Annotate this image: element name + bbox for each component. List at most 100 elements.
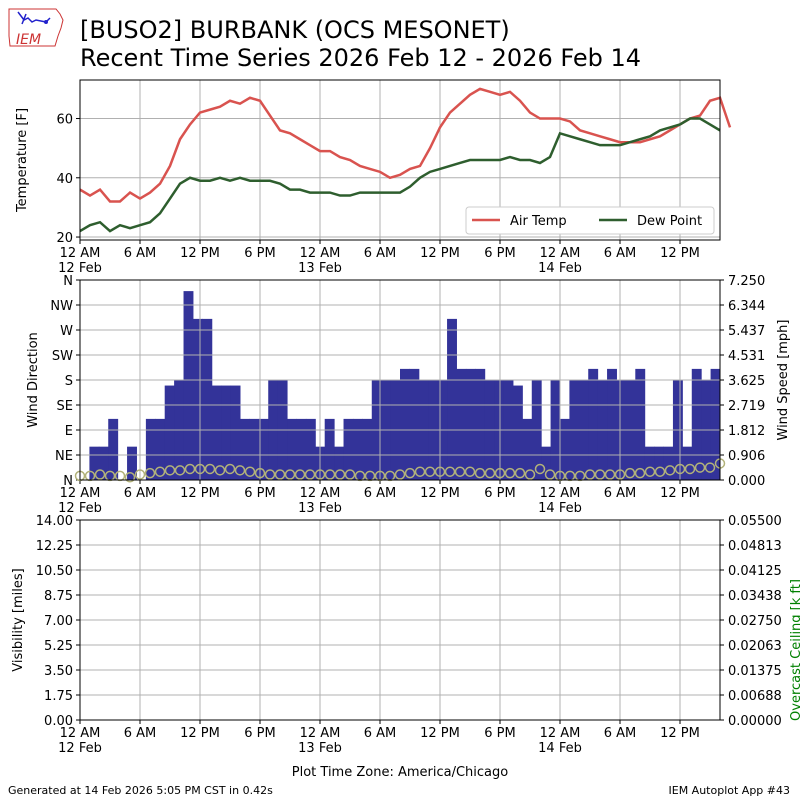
wind-speed-point	[444, 466, 456, 477]
wind-direction-bar	[475, 368, 486, 480]
y2-tick-label: 0.04813	[728, 539, 782, 554]
wind-speed-point	[284, 469, 296, 480]
x-tick-label: 13 Feb	[298, 261, 342, 276]
wind-direction-bar	[456, 368, 467, 480]
wind-speed-point	[344, 469, 356, 480]
plot-frame	[79, 279, 721, 481]
wind-speed-point	[234, 465, 246, 476]
y2-tick-label: 0.03438	[728, 589, 782, 604]
wind-speed-point	[514, 467, 526, 479]
y2-tick-label: 0.05500	[728, 514, 782, 529]
app-credit: IEM Autoplot App #43	[668, 784, 791, 797]
y-tick-label: 40	[56, 172, 73, 187]
x-tick-label: 6 PM	[244, 246, 275, 261]
wind-direction-bar	[334, 446, 345, 480]
wind-speed-point	[404, 467, 416, 479]
wind-direction-bar	[409, 368, 420, 480]
iem-logo[interactable]: IEM	[6, 6, 66, 50]
x-tick-label: 12 Feb	[58, 741, 102, 756]
x-tick-label: 14 Feb	[538, 501, 582, 516]
wind-speed-point	[334, 469, 346, 480]
wind-speed-point	[124, 471, 136, 483]
wind-direction-bar	[192, 318, 203, 480]
y2-tick-label: 0.00000	[728, 714, 782, 729]
y2-tick-label: 7.250	[728, 274, 765, 289]
x-tick-label: 12 AM	[300, 726, 341, 741]
x-tick-label: 12 Feb	[58, 501, 102, 516]
x-tick-label: 12 AM	[300, 246, 341, 261]
y2-axis-label: Wind Speed [mph]	[776, 320, 791, 441]
x-tick-label: 6 AM	[124, 726, 157, 741]
x-tick-label: 6 AM	[364, 486, 397, 501]
wind-speed-point	[314, 469, 326, 480]
wind-speed-point	[594, 469, 606, 480]
wind-speed-point	[644, 466, 656, 477]
wind-speed-point	[254, 467, 266, 479]
wind-direction-bar	[324, 418, 335, 480]
x-tick-label: 14 Feb	[538, 261, 582, 276]
wind-speed-point	[434, 466, 446, 477]
wind-speed-point	[204, 463, 216, 475]
y-tick-label: 60	[56, 113, 73, 128]
y2-tick-label: 0.02750	[728, 614, 782, 629]
y-axis-label: Wind Direction	[26, 332, 41, 428]
plot-frame	[79, 519, 721, 721]
y-tick-label: 3.50	[44, 664, 73, 679]
legend-label: Dew Point	[637, 214, 702, 229]
wind-direction-bar	[287, 418, 297, 480]
chart-title-line2: Recent Time Series 2026 Feb 12 - 2026 Fe…	[80, 44, 642, 72]
wind-speed-point	[484, 467, 496, 479]
y2-tick-label: 0.01375	[728, 664, 782, 679]
x-tick-label: 6 AM	[604, 486, 637, 501]
x-tick-label: 12 AM	[60, 246, 101, 261]
x-tick-label: 13 Feb	[298, 741, 342, 756]
x-tick-label: 6 AM	[604, 246, 637, 261]
logo-text: IEM	[16, 32, 41, 48]
x-tick-label: 6 AM	[364, 726, 397, 741]
x-tick-label: 12 AM	[60, 486, 101, 501]
wind-speed-point	[154, 466, 166, 477]
wind-speed-point	[424, 466, 436, 477]
y-tick-label: 7.00	[44, 614, 73, 629]
y-tick-label: E	[65, 424, 73, 439]
wind-direction-bar	[635, 368, 646, 480]
wind-direction-bar	[202, 318, 213, 480]
wind-direction-bar	[352, 418, 363, 480]
x-tick-label: 6 AM	[364, 246, 397, 261]
y-tick-label: SW	[52, 349, 73, 364]
wind-speed-point	[144, 467, 156, 479]
wind-speed-point	[224, 463, 236, 475]
y2-tick-label: 0.00688	[728, 689, 782, 704]
y-tick-label: 14.00	[36, 514, 73, 529]
wind-speed-point	[534, 463, 546, 475]
wind-direction-bar	[362, 418, 373, 480]
x-tick-label: 6 PM	[484, 486, 515, 501]
y2-tick-label: 0.02063	[728, 639, 782, 654]
wind-direction-bar	[183, 291, 194, 480]
wind-direction-bar	[343, 418, 354, 480]
x-tick-label: 12 PM	[660, 246, 700, 261]
wind-speed-point	[664, 465, 676, 476]
iowa-state-icon: IEM	[8, 8, 64, 48]
wind-direction-bar	[155, 418, 166, 480]
wind-speed-point	[164, 465, 176, 476]
x-tick-label: 6 AM	[124, 486, 157, 501]
wind-direction-bar	[654, 446, 665, 480]
y-tick-label: NE	[55, 449, 73, 464]
y-axis-label: Visibility [miles]	[11, 568, 26, 671]
legend-label: Air Temp	[510, 214, 567, 229]
x-tick-label: 12 PM	[660, 486, 700, 501]
wind-direction-bar	[512, 385, 523, 480]
y-tick-label: W	[60, 324, 73, 339]
wind-speed-point	[634, 467, 646, 479]
wind-direction-bar	[249, 418, 260, 480]
wind-direction-bar	[230, 385, 241, 480]
x-tick-label: 12 PM	[180, 246, 220, 261]
y2-tick-label: 0.906	[728, 449, 765, 464]
x-tick-label: 12 PM	[420, 486, 460, 501]
wind-direction-bar	[447, 318, 457, 480]
y2-tick-label: 1.812	[728, 424, 765, 439]
wind-speed-point	[244, 466, 256, 477]
x-tick-label: 12 PM	[180, 726, 220, 741]
